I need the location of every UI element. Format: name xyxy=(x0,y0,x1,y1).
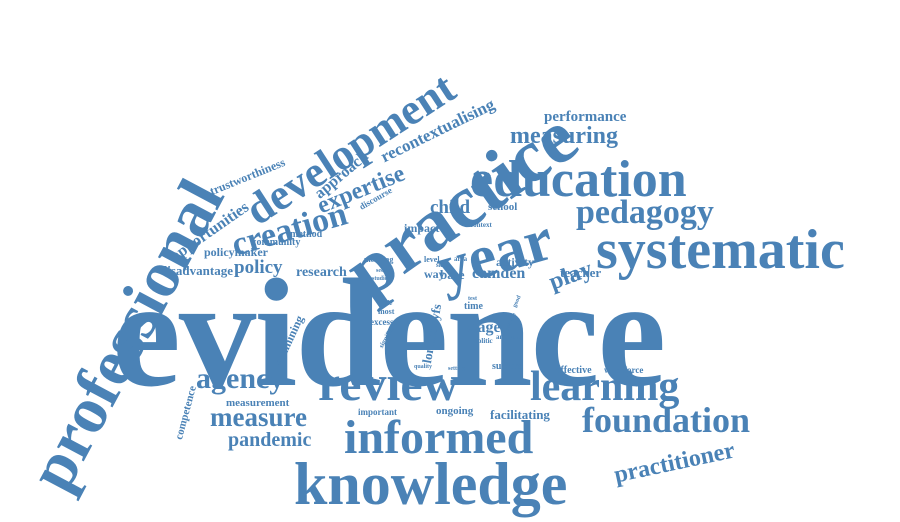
word-success: success xyxy=(492,361,523,372)
word-politic: politic xyxy=(474,337,493,345)
word-important: important xyxy=(358,407,397,417)
word-measuring: measuring xyxy=(510,123,618,149)
word-time: time xyxy=(464,301,483,312)
word-skill: skill xyxy=(436,261,449,269)
word-performance: performance xyxy=(544,109,627,125)
word-activity: activity xyxy=(496,255,534,269)
word-way: way xyxy=(424,267,445,281)
word-method: method xyxy=(290,229,323,240)
word-practitioner: practitioner xyxy=(611,437,738,489)
word-excess: excess xyxy=(370,317,394,327)
word-meaning: meaning xyxy=(364,255,394,264)
word-disadvantage: disadvantage xyxy=(160,263,233,278)
word-area: area xyxy=(454,255,468,263)
word-knowledge: knowledge xyxy=(294,451,568,517)
word-setting: setting xyxy=(448,366,465,372)
word-test: test xyxy=(468,296,477,302)
word-review: review xyxy=(318,355,459,411)
word-policymaker: policymaker xyxy=(204,245,268,259)
word-scale: scale xyxy=(378,299,393,307)
word-school: school xyxy=(488,201,518,213)
word-analysis: analysis xyxy=(496,333,520,341)
word-pedagogy: pedagogy xyxy=(576,194,714,231)
word-informed: informed xyxy=(344,411,534,464)
word-policy: policy xyxy=(234,257,283,278)
word-evidence: evidence xyxy=(112,247,666,419)
word-impact: impact xyxy=(404,221,440,235)
word-level: level xyxy=(424,255,440,264)
word-base: base xyxy=(440,267,465,282)
word-ongoing: ongoing xyxy=(436,405,474,417)
word-education: education xyxy=(470,151,687,208)
word-teacher: teacher xyxy=(560,265,602,280)
word-quality: quality xyxy=(414,364,433,370)
word-foundation: foundation xyxy=(582,400,751,440)
word-child: child xyxy=(430,197,471,218)
word-studies: studies xyxy=(372,276,390,282)
word-measure: measure xyxy=(210,402,307,432)
word-facilitating: facilitating xyxy=(490,407,550,422)
word-most: most xyxy=(378,307,395,316)
word-effective: effective xyxy=(556,365,592,376)
word-systematic: systematic xyxy=(596,219,845,281)
word-community: community xyxy=(252,237,301,248)
word-pandemic: pandemic xyxy=(228,429,312,451)
word-workforce: workforce xyxy=(604,365,644,375)
word-stage: stage xyxy=(466,319,501,336)
word-camden: camden xyxy=(472,265,526,282)
word-agency: agency xyxy=(196,362,285,395)
word-context: context xyxy=(470,221,492,229)
word-learning: learning xyxy=(530,364,680,410)
word-sector: sector xyxy=(376,268,392,274)
word-measurement: measurement xyxy=(226,397,290,409)
word-research: research xyxy=(296,265,347,280)
